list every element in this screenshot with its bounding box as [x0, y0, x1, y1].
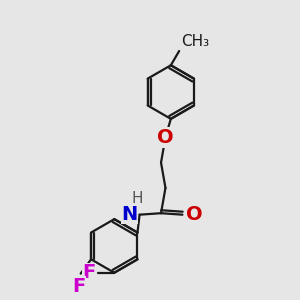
Text: F: F [82, 263, 95, 282]
Text: O: O [186, 205, 202, 224]
Text: H: H [131, 191, 143, 206]
Text: CH₃: CH₃ [181, 34, 209, 49]
Text: F: F [73, 277, 86, 296]
Text: O: O [157, 128, 174, 147]
Text: N: N [121, 205, 137, 224]
